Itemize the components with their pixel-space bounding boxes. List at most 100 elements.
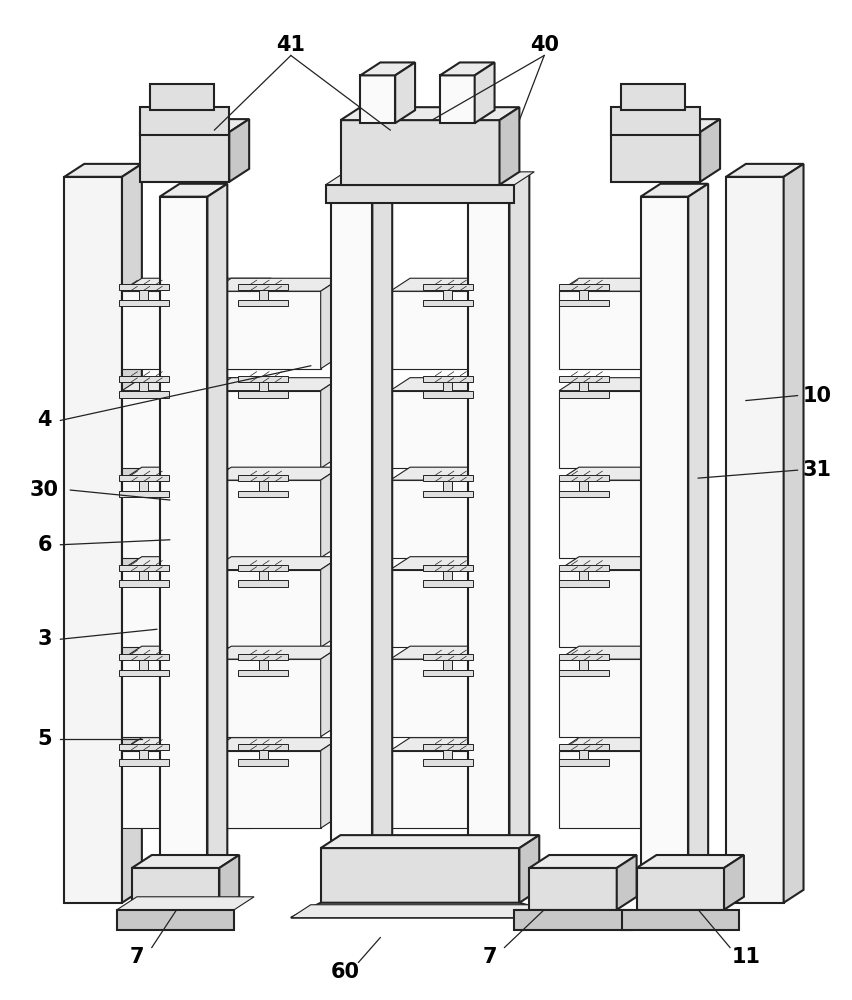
Bar (636, 868, 724, 910)
Polygon shape (211, 738, 341, 751)
Bar (119, 300, 169, 306)
Polygon shape (122, 738, 271, 751)
Bar (122, 391, 251, 468)
Bar (579, 382, 589, 391)
Bar (211, 291, 320, 369)
Bar (468, 187, 509, 883)
Polygon shape (688, 184, 708, 873)
Polygon shape (499, 646, 520, 737)
Polygon shape (529, 855, 636, 868)
Bar (239, 491, 288, 497)
Polygon shape (117, 897, 254, 910)
Bar (119, 391, 169, 398)
Text: 60: 60 (331, 962, 360, 982)
Polygon shape (320, 835, 539, 848)
Bar (443, 750, 452, 759)
Polygon shape (331, 174, 392, 187)
Bar (140, 750, 148, 759)
Bar (559, 580, 609, 587)
Bar (443, 571, 452, 580)
Bar (119, 654, 169, 660)
Polygon shape (291, 905, 589, 918)
Bar (559, 291, 688, 369)
Polygon shape (499, 557, 520, 647)
Bar (529, 868, 617, 910)
Polygon shape (784, 164, 803, 903)
Bar (440, 75, 475, 123)
Bar (122, 480, 251, 558)
Polygon shape (475, 62, 494, 123)
Bar (211, 659, 320, 737)
Polygon shape (251, 467, 271, 558)
Bar (559, 300, 609, 306)
Bar (559, 670, 609, 676)
Bar (559, 759, 609, 766)
Polygon shape (617, 855, 636, 910)
Polygon shape (251, 646, 271, 737)
Bar (559, 744, 609, 750)
Bar (239, 580, 288, 587)
Polygon shape (207, 184, 227, 873)
Bar (259, 750, 268, 759)
Polygon shape (559, 378, 708, 391)
Bar (423, 580, 473, 587)
Polygon shape (360, 62, 415, 75)
Bar (150, 84, 215, 110)
Text: 7: 7 (482, 947, 497, 967)
Polygon shape (641, 184, 708, 197)
Bar (579, 571, 589, 580)
Polygon shape (159, 184, 227, 197)
Polygon shape (122, 378, 271, 391)
Polygon shape (341, 107, 520, 120)
Polygon shape (688, 738, 708, 828)
Bar (579, 290, 589, 300)
Bar (621, 84, 685, 110)
Bar (559, 391, 609, 398)
Bar (360, 75, 395, 123)
Bar (239, 759, 288, 766)
Polygon shape (499, 467, 520, 558)
Bar (119, 491, 169, 497)
Bar (65, 177, 122, 903)
Bar (259, 571, 268, 580)
Polygon shape (219, 855, 239, 910)
Bar (579, 481, 589, 491)
Bar (239, 744, 288, 750)
Bar (140, 132, 229, 182)
Polygon shape (291, 903, 569, 918)
Polygon shape (688, 467, 708, 558)
Bar (119, 744, 169, 750)
Bar (390, 391, 499, 468)
Bar (559, 491, 609, 497)
Polygon shape (390, 467, 520, 480)
Polygon shape (251, 278, 271, 369)
Bar (119, 475, 169, 481)
Polygon shape (499, 107, 520, 185)
Bar (390, 480, 499, 558)
Bar (559, 475, 609, 481)
Polygon shape (320, 378, 341, 468)
Bar (331, 187, 372, 883)
Polygon shape (211, 467, 341, 480)
Text: 11: 11 (731, 947, 760, 967)
Bar (423, 491, 473, 497)
Polygon shape (636, 855, 744, 868)
Polygon shape (724, 855, 744, 910)
Bar (443, 382, 452, 391)
Text: 7: 7 (130, 947, 144, 967)
Bar (443, 481, 452, 491)
Polygon shape (440, 62, 494, 75)
Bar (423, 300, 473, 306)
Polygon shape (559, 738, 708, 751)
Polygon shape (520, 835, 539, 903)
Bar (443, 660, 452, 670)
Bar (390, 751, 499, 828)
Polygon shape (499, 278, 520, 369)
Bar (423, 654, 473, 660)
Text: 30: 30 (30, 480, 59, 500)
Polygon shape (559, 646, 708, 659)
Bar (559, 659, 688, 737)
Polygon shape (559, 467, 708, 480)
Bar (159, 197, 207, 873)
Polygon shape (65, 164, 142, 177)
